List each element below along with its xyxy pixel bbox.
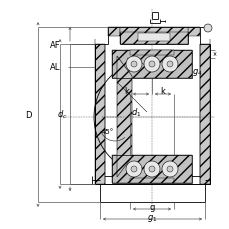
- Text: k: k: [160, 87, 165, 96]
- Bar: [129, 51, 173, 56]
- Bar: [112, 155, 191, 183]
- Circle shape: [148, 166, 154, 172]
- Circle shape: [161, 57, 177, 73]
- Circle shape: [166, 62, 172, 68]
- Circle shape: [148, 62, 154, 68]
- Text: k: k: [124, 87, 129, 96]
- Circle shape: [131, 62, 136, 68]
- Text: AF: AF: [49, 40, 60, 49]
- Circle shape: [161, 161, 177, 177]
- Bar: [120, 28, 187, 36]
- Bar: [70, 5, 224, 224]
- Circle shape: [125, 161, 141, 177]
- Circle shape: [203, 25, 211, 33]
- Circle shape: [131, 166, 136, 172]
- Bar: [108, 28, 120, 37]
- Bar: [112, 51, 191, 79]
- Text: $d_c$: $d_c$: [57, 108, 67, 121]
- Bar: [95, 45, 105, 184]
- Circle shape: [166, 166, 172, 172]
- Text: $g_1$: $g_1$: [146, 213, 157, 224]
- Circle shape: [125, 57, 141, 73]
- Circle shape: [143, 57, 159, 73]
- Text: D: D: [25, 110, 31, 119]
- Polygon shape: [117, 57, 131, 177]
- Text: 45°: 45°: [101, 128, 114, 134]
- Text: $d_1$: $d_1$: [130, 106, 141, 119]
- Bar: [100, 176, 204, 184]
- Bar: [137, 34, 169, 42]
- Bar: [199, 45, 209, 184]
- Bar: [187, 28, 199, 37]
- Bar: [129, 178, 173, 183]
- Text: g: g: [149, 203, 154, 212]
- Text: $g_4$: $g_4$: [191, 66, 202, 77]
- Bar: [120, 33, 187, 45]
- Bar: [112, 51, 191, 79]
- Text: AL: AL: [50, 63, 60, 72]
- Bar: [112, 155, 191, 183]
- Circle shape: [143, 161, 159, 177]
